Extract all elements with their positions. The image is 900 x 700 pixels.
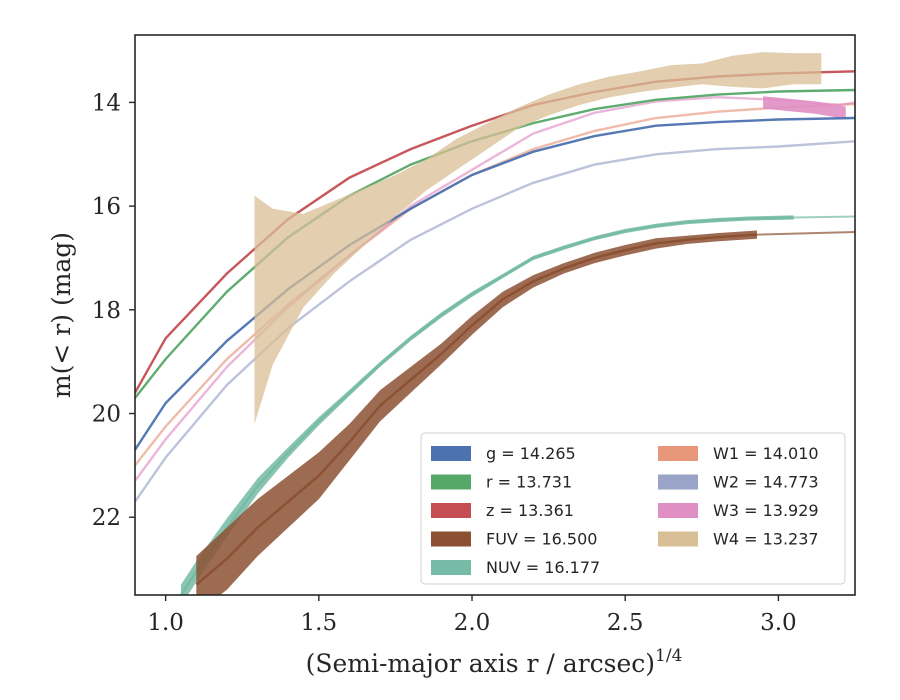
x-axis: 1.0 1.5 2.0 2.5 3.0 — [147, 595, 797, 636]
legend-frame — [420, 432, 846, 585]
legend-label: W4 = 13.237 — [713, 530, 819, 549]
y-tick-label: 14 — [92, 90, 121, 116]
legend-label: FUV = 16.500 — [486, 530, 597, 549]
x-tick-label: 2.0 — [454, 610, 491, 636]
x-tick-label: 3.0 — [760, 610, 797, 636]
y-tick-label: 18 — [92, 298, 121, 324]
x-tick-label: 2.5 — [607, 610, 644, 636]
x-tick-label: 1.5 — [301, 610, 338, 636]
series-layer — [135, 52, 855, 595]
series-line-nuv — [179, 216, 794, 595]
legend-label: W1 = 14.010 — [713, 444, 819, 463]
legend-swatch — [431, 474, 471, 490]
legend-label: r = 13.731 — [486, 473, 572, 492]
y-tick-label: 20 — [92, 402, 121, 428]
legend-label: NUV = 16.177 — [486, 558, 600, 577]
legend-swatch — [658, 531, 698, 547]
legend-swatch — [431, 560, 471, 575]
series-line-g — [135, 116, 855, 451]
legend: g = 14.265 r = 13.731 z = 13.361 FUV = 16.5… — [420, 432, 846, 585]
series-band-fuv — [196, 230, 757, 595]
legend-swatch — [658, 446, 698, 461]
x-tick-label: 1.0 — [147, 610, 184, 636]
legend-swatch — [658, 503, 698, 518]
x-axis-label-superscript: 1/4 — [655, 646, 682, 666]
series-extension-nuv — [793, 215, 855, 219]
y-axis-label: m(< r) (mag) — [47, 232, 76, 398]
y-tick-label: 16 — [92, 194, 121, 220]
y-tick-label: 22 — [92, 505, 121, 531]
legend-swatch — [431, 503, 471, 518]
series-line-fuv — [195, 233, 758, 586]
legend-label: z = 13.361 — [486, 501, 574, 520]
legend-swatch — [431, 531, 471, 547]
series-band-w4 — [254, 52, 822, 424]
legend-label: W2 = 14.773 — [713, 473, 819, 492]
series-line-w2 — [135, 140, 855, 503]
legend-label: g = 14.265 — [486, 444, 576, 463]
legend-swatch — [658, 474, 698, 490]
plot-frame — [134, 34, 856, 596]
legend-swatch — [431, 446, 471, 461]
series-band-w3 — [763, 96, 846, 119]
x-axis-label-main: (Semi-major axis r / arcsec) — [306, 649, 655, 678]
legend-label: W3 = 13.929 — [713, 501, 819, 520]
series-extension-fuv — [756, 231, 855, 236]
x-axis-label: (Semi-major axis r / arcsec)1/4 — [306, 646, 683, 678]
y-axis: 14 16 18 20 22 — [92, 90, 135, 531]
